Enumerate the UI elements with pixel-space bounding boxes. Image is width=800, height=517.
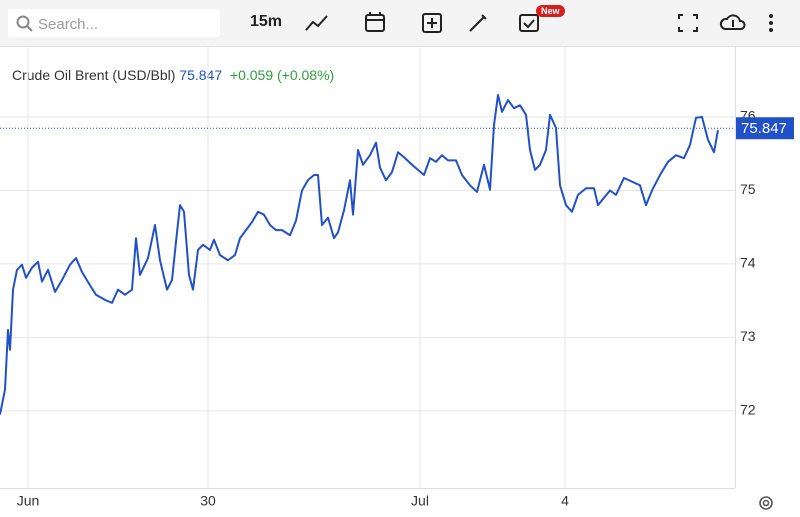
fullscreen-icon[interactable]	[678, 14, 698, 32]
calendar-icon[interactable]	[365, 12, 385, 32]
y-tick-label: 73	[740, 328, 756, 344]
last-price: 75.847	[179, 67, 223, 83]
last-price-label: 75.847	[741, 120, 787, 137]
search-box[interactable]: Search...	[8, 9, 220, 37]
price-change: +0.059 (+0.08%)	[229, 67, 335, 83]
toolbar: Search... 15m New	[0, 0, 800, 47]
draw-icon[interactable]	[469, 14, 487, 32]
search-icon	[16, 15, 33, 32]
download-icon[interactable]	[719, 14, 746, 30]
x-tick-label: 4	[561, 493, 569, 509]
x-tick-label: Jun	[17, 493, 40, 509]
search-placeholder: Search...	[38, 16, 99, 33]
line-icon[interactable]	[305, 15, 328, 31]
y-tick-label: 72	[740, 402, 756, 418]
new-badge: New	[536, 5, 565, 17]
axis-divider	[0, 488, 735, 489]
chart-header: Crude Oil Brent (USD/Bbl) 75.847 +0.059 …	[12, 67, 334, 83]
last-price-box	[736, 117, 794, 140]
x-tick-label: Jul	[411, 493, 429, 509]
interval-button[interactable]: 15m	[250, 13, 283, 30]
price-line	[0, 93, 719, 415]
events-icon[interactable]	[519, 14, 539, 32]
chart-title: Crude Oil Brent (USD/Bbl)	[12, 67, 176, 83]
menu-icon[interactable]	[769, 14, 773, 32]
y-tick-label: 74	[740, 255, 756, 271]
axis-divider	[735, 46, 736, 488]
y-tick-label: 75	[740, 181, 756, 197]
x-tick-label: 30	[200, 493, 216, 509]
settings-icon[interactable]	[759, 496, 773, 510]
add-icon[interactable]	[422, 13, 442, 33]
